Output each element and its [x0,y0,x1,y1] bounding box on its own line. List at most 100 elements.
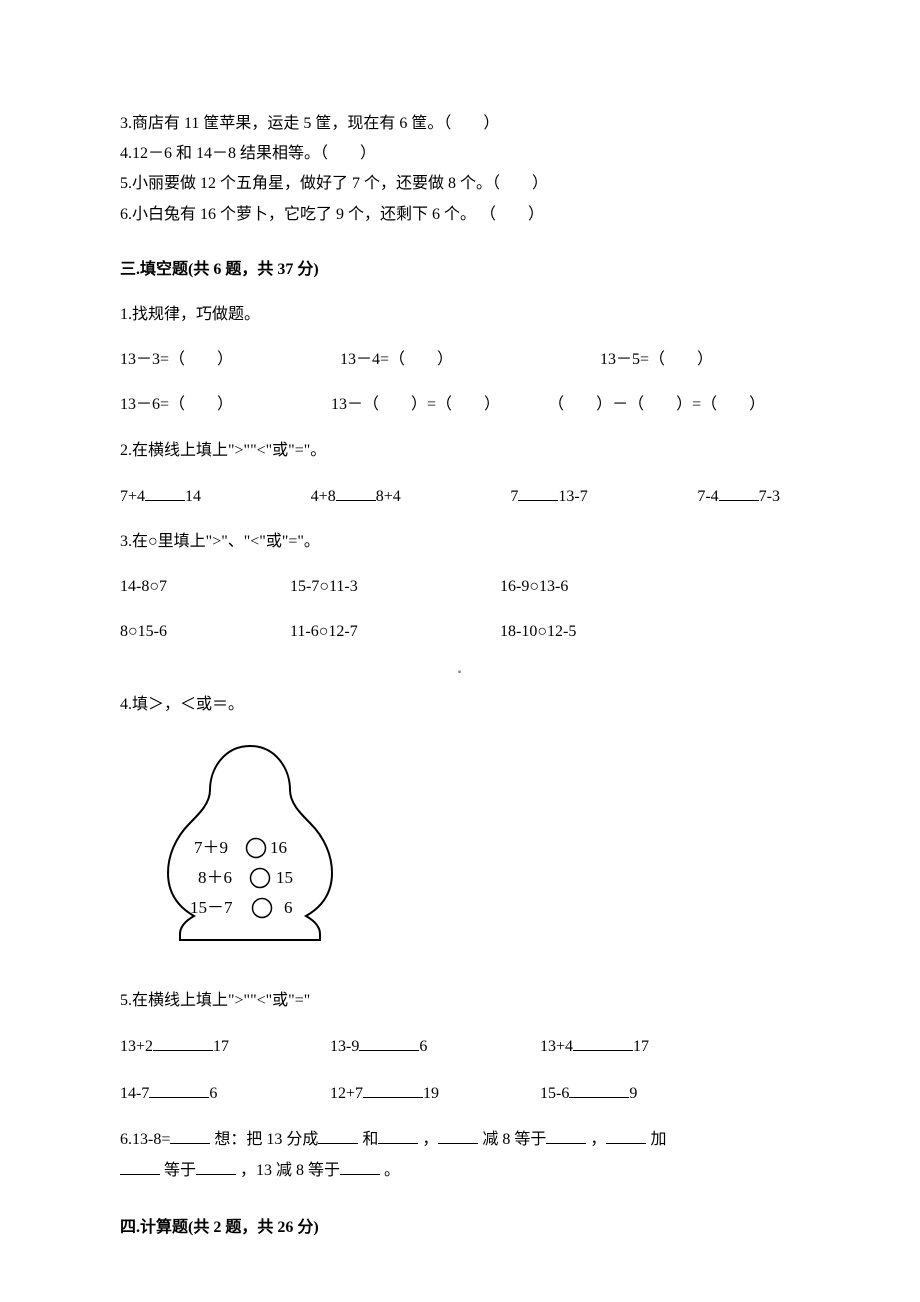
q5-r2b: 12+7 19 [330,1079,540,1107]
q6-a: 6.13-8= [120,1131,170,1148]
q3-r2a: 8○15-6 [120,618,290,645]
q1-r1a: 13－3=（ ） [120,346,340,373]
diag-line2-text: 8＋6 [198,868,232,887]
q5-row1: 13+2 17 13-9 6 13+4 17 [120,1032,800,1060]
blank[interactable] [196,1156,236,1175]
q6-e: 减 8 等于 [482,1131,546,1148]
q5-r2a: 14-7 6 [120,1079,330,1107]
q2-d-left: 7-4 [697,488,718,505]
q1-row1: 13－3=（ ） 13－4=（ ） 13－5=（ ） [120,346,800,373]
q3-r1b: 15-7○11-3 [290,573,500,600]
blank[interactable] [170,1125,210,1144]
q6-g: 加 [650,1131,666,1148]
q5-intro: 5.在横线上填上">""<"或"=" [120,987,800,1014]
q1-r2c: （ ）－（ ）=（ ） [548,396,765,413]
q6-c: 和 [362,1131,378,1148]
diag-line1-text: 7＋9 [194,838,228,857]
q2-b-right: 8+4 [376,488,401,505]
q5-r1a-l: 13+2 [120,1038,153,1055]
blank[interactable] [719,482,759,501]
blank[interactable] [340,1156,380,1175]
q6: 6.13-8= 想：把 13 分成 和 ， 减 8 等于 ， 加 等于 ，13 … [120,1125,800,1186]
q4-diagram: 7＋9 16 8＋6 15 15－7 6 [150,738,800,957]
q5-r2c-l: 15-6 [540,1085,569,1102]
blank[interactable] [378,1125,418,1144]
circle-blank-1[interactable] [247,838,266,857]
q5-r2c: 15-6 9 [540,1079,637,1107]
q2-b-left: 4+8 [311,488,336,505]
q1-r2a: 13－6=（ ） [120,396,233,413]
section3-title: 三.填空题(共 6 题，共 37 分) [120,256,800,283]
diag-line3-text: 15－7 [190,898,233,917]
tf-q4: 4.12－6 和 14－8 结果相等。（ ） [120,140,800,167]
blank[interactable] [546,1125,586,1144]
q5-r1b-l: 13-9 [330,1038,359,1055]
circle-blank-2[interactable] [251,868,270,887]
blank[interactable] [336,482,376,501]
q5-r1b: 13-9 6 [330,1032,540,1060]
q5-row2: 14-7 6 12+7 19 15-6 9 [120,1079,800,1107]
blank[interactable] [606,1125,646,1144]
tf-q5: 5.小丽要做 12 个五角星，做好了 7 个，还要做 8 个。（ ） [120,170,800,197]
tf-q6: 6.小白兔有 16 个萝卜，它吃了 9 个，还剩下 6 个。 （ ） [120,201,800,228]
blank[interactable] [120,1156,160,1175]
blank[interactable] [153,1032,213,1051]
blank[interactable] [518,482,558,501]
q5-r1a-r: 17 [213,1038,229,1055]
q2-a-right: 14 [185,488,201,505]
q5-r1c-r: 17 [633,1038,649,1055]
q6-f: ， [590,1131,606,1148]
q5-r2a-l: 14-7 [120,1085,149,1102]
q3-r2b: 11-6○12-7 [290,618,500,645]
blank[interactable] [318,1125,358,1144]
q6-i: ，13 减 8 等于 [240,1162,340,1179]
blank[interactable] [359,1032,419,1051]
q5-r1c: 13+4 17 [540,1032,649,1060]
q2-d: 7-4 7-3 [697,482,780,510]
q2-row: 7+4 14 4+8 8+4 7 13-7 7-4 7-3 [120,482,780,510]
tf-q3: 3.商店有 11 筐苹果，运走 5 筐，现在有 6 筐。（ ） [120,110,800,137]
q5-r2a-r: 6 [209,1085,217,1102]
bell-shape-svg: 7＋9 16 8＋6 15 15－7 6 [150,738,350,948]
q5-r1b-r: 6 [419,1038,427,1055]
blank[interactable] [438,1125,478,1144]
q2-intro: 2.在横线上填上">""<"或"="。 [120,437,800,464]
q2-a: 7+4 14 [120,482,201,510]
blank[interactable] [569,1079,629,1098]
q2-b: 4+8 8+4 [311,482,401,510]
q5-r2b-r: 19 [423,1085,439,1102]
diag-line2-val: 15 [276,868,293,887]
q5-r2b-l: 12+7 [330,1085,363,1102]
q2-a-left: 7+4 [120,488,145,505]
q6-b: 想：把 13 分成 [214,1131,318,1148]
q3-row2: 8○15-6 11-6○12-7 18-10○12-5 [120,618,800,645]
q2-c-right: 13-7 [558,488,587,505]
center-marker: ▪ [120,664,800,681]
blank[interactable] [573,1032,633,1051]
q4-intro: 4.填＞，＜或＝。 [120,691,800,718]
q3-row1: 14-8○7 15-7○11-3 16-9○13-6 [120,573,800,600]
q1-r1b: 13－4=（ ） [340,346,600,373]
section4-title: 四.计算题(共 2 题，共 26 分) [120,1214,800,1241]
q2-c-left: 7 [510,488,518,505]
q6-j: 。 [384,1162,400,1179]
blank[interactable] [363,1079,423,1098]
q1-intro: 1.找规律，巧做题。 [120,301,800,328]
q5-r2c-r: 9 [629,1085,637,1102]
blank[interactable] [145,482,185,501]
q3-r2c: 18-10○12-5 [500,618,576,645]
circle-blank-3[interactable] [253,898,272,917]
q2-d-right: 7-3 [759,488,780,505]
q5-r1a: 13+2 17 [120,1032,330,1060]
q1-row2: 13－6=（ ） 13－（ ）=（ ） （ ）－（ ）=（ ） [120,391,800,418]
diag-line3-val: 6 [284,898,293,917]
q1-r2b: 13－（ ）=（ ） [331,396,500,413]
q6-d: ， [422,1131,438,1148]
blank[interactable] [149,1079,209,1098]
q2-c: 7 13-7 [510,482,587,510]
q6-h: 等于 [164,1162,196,1179]
diag-line1-val: 16 [270,838,287,857]
q1-r1c: 13－5=（ ） [600,346,713,373]
q3-r1c: 16-9○13-6 [500,573,568,600]
q5-r1c-l: 13+4 [540,1038,573,1055]
